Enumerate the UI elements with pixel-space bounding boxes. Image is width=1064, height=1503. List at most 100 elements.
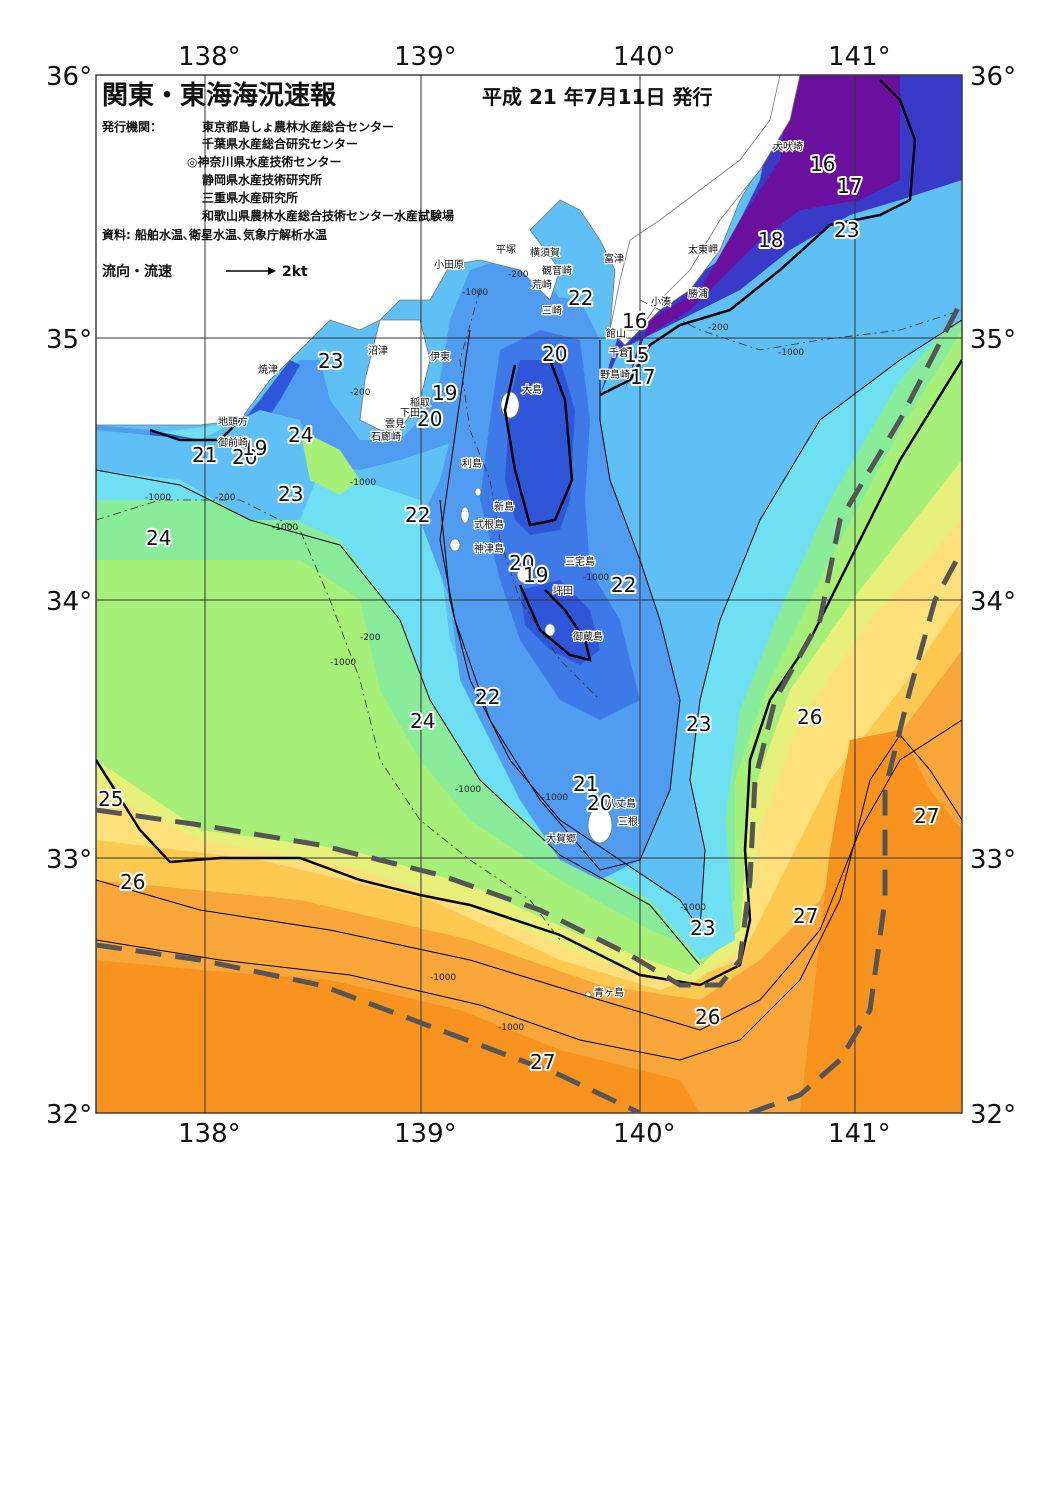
- lon-label-140-bottom: 140°: [613, 1119, 676, 1149]
- isotherm-label: 27: [530, 1050, 555, 1074]
- island-miyake: [516, 566, 534, 584]
- place-label: 犬吠埼: [773, 140, 803, 153]
- place-names: 犬吠埼 太東岬 勝浦 小湊 館山 千倉 野島崎 富津 観音崎 横須賀 平塚 小田…: [217, 139, 805, 1001]
- isotherm-label: 23: [278, 482, 303, 506]
- legend-arrow-icon: [226, 267, 276, 275]
- place-label: 新島: [494, 500, 514, 513]
- publisher-label: 発行機関：: [101, 119, 162, 134]
- island-niijima: [460, 506, 470, 524]
- lon-label-138-bottom: 138°: [178, 1119, 241, 1149]
- publisher-1: 東京都島しょ農林水産総合センター: [202, 119, 394, 134]
- map-title: 関東・東海海況速報: [102, 81, 337, 111]
- depth-label: -200: [508, 270, 529, 280]
- axis-labels: 138° 139° 140° 141° 138° 139° 140° 141° …: [46, 42, 1016, 1149]
- isotherm-label: 22: [475, 685, 500, 709]
- lat-label-33-left: 33°: [46, 845, 92, 875]
- island-hachijo: [587, 806, 613, 844]
- place-label: 神津島: [474, 542, 504, 555]
- graticule: [95, 74, 963, 1114]
- depth-label: -1000: [583, 573, 609, 583]
- depth-label: -1000: [462, 288, 488, 298]
- lat-label-36-right: 36°: [970, 62, 1016, 92]
- lon-label-139-top: 139°: [394, 42, 457, 72]
- place-label: 御前崎: [218, 436, 248, 449]
- lat-label-36-left: 36°: [46, 62, 92, 92]
- place-label: 野島崎: [600, 368, 630, 381]
- isotherm-label: 20: [542, 342, 567, 366]
- place-label: 大賀郷: [546, 832, 576, 845]
- place-label: 平塚: [496, 244, 516, 256]
- depth-label: -1000: [272, 523, 298, 533]
- isotherm-label: 21: [573, 772, 598, 796]
- publisher-2: 千葉県水産総合研究センター: [202, 136, 358, 151]
- depth-labels: -200 -1000 -200 -1000 -200 -1000 -1000 -…: [145, 270, 804, 1033]
- land-izu: [359, 319, 431, 431]
- place-label: 八丈島: [606, 797, 636, 810]
- depth-label: -200: [708, 323, 729, 333]
- isotherm-label: 18: [758, 228, 783, 252]
- lat-label-32-right: 32°: [970, 1100, 1016, 1130]
- place-label: 横須賀: [530, 246, 560, 259]
- depth-label: -1000: [145, 493, 171, 503]
- isotherm-20-bold: [149, 419, 241, 442]
- island-oshima: [500, 391, 520, 419]
- isotherm-18-bold: [599, 79, 917, 397]
- depth-label: -1000: [778, 348, 804, 358]
- lon-label-138-top: 138°: [178, 42, 241, 72]
- isotherm-label: 16: [622, 309, 647, 333]
- isotherm-label: 26: [797, 705, 822, 729]
- depth-label: -1000: [542, 793, 568, 803]
- isotherm-miyake-bold: [518, 584, 592, 662]
- isotherm-label: 24: [410, 709, 435, 733]
- isotherm-label: 22: [405, 503, 430, 527]
- place-label: 千倉: [609, 346, 629, 359]
- publisher-3: ◎神奈川県水産技術センター: [187, 154, 341, 169]
- place-label: 三崎: [542, 304, 562, 317]
- depth-1000-west: [96, 499, 561, 941]
- isotherm-label: 16: [810, 152, 835, 176]
- place-label: 石廊崎: [371, 430, 401, 443]
- depth-label: -1000: [330, 658, 356, 668]
- depth-contours: [96, 289, 962, 941]
- place-label: 坪田: [553, 584, 573, 597]
- place-label: 焼津: [258, 364, 278, 376]
- legend-label: 流向・流速: [102, 263, 172, 280]
- isotherm-label: 19: [242, 436, 267, 460]
- band-19b: [520, 580, 600, 665]
- isotherm-label: 23: [686, 712, 711, 736]
- lat-label-35-left: 35°: [46, 325, 92, 355]
- depth-label: -200: [350, 388, 371, 398]
- isotherm-label: 25: [98, 787, 123, 811]
- depth-label: -200: [215, 493, 236, 503]
- island-mikura: [544, 623, 556, 637]
- island-kozushima: [449, 538, 461, 552]
- band-22-south-west: [96, 410, 320, 520]
- isotherm-label: 23: [690, 916, 715, 940]
- lon-label-141-top: 141°: [828, 42, 891, 72]
- isotherm-label: 27: [793, 904, 818, 928]
- publisher-4: 静岡県水産技術研究所: [202, 172, 322, 187]
- kuroshio-path-north: [96, 298, 962, 988]
- depth-label: -1000: [680, 903, 706, 913]
- place-label: 勝浦: [688, 287, 708, 300]
- place-label: 館山: [606, 327, 626, 340]
- place-label: 青ヶ島: [594, 986, 624, 999]
- isotherm-label: 19: [523, 563, 548, 587]
- issue-date: 平成 21 年7月11日 発行: [482, 85, 712, 109]
- lat-label-33-right: 33°: [970, 845, 1016, 875]
- depth-label: -1000: [455, 785, 481, 795]
- isotherm-label: 20: [417, 407, 442, 431]
- isotherm-label: 27: [914, 804, 939, 828]
- place-label: 荒崎: [532, 278, 552, 291]
- depth-label: -1000: [350, 478, 376, 488]
- isotherm-label: 22: [568, 286, 593, 310]
- lat-label-32-left: 32°: [46, 1100, 92, 1130]
- place-label: 小湊: [651, 295, 671, 308]
- isotherm-label: 21: [192, 443, 217, 467]
- lon-label-141-bottom: 141°: [828, 1119, 891, 1149]
- publisher-6: 和歌山県農林水産総合技術センター水産試験場: [201, 208, 454, 223]
- place-label: 観音崎: [542, 264, 572, 277]
- isotherm-label: 26: [695, 1005, 720, 1029]
- publisher-5: 三重県水産研究所: [202, 190, 298, 205]
- depth-label: -1000: [498, 1023, 524, 1033]
